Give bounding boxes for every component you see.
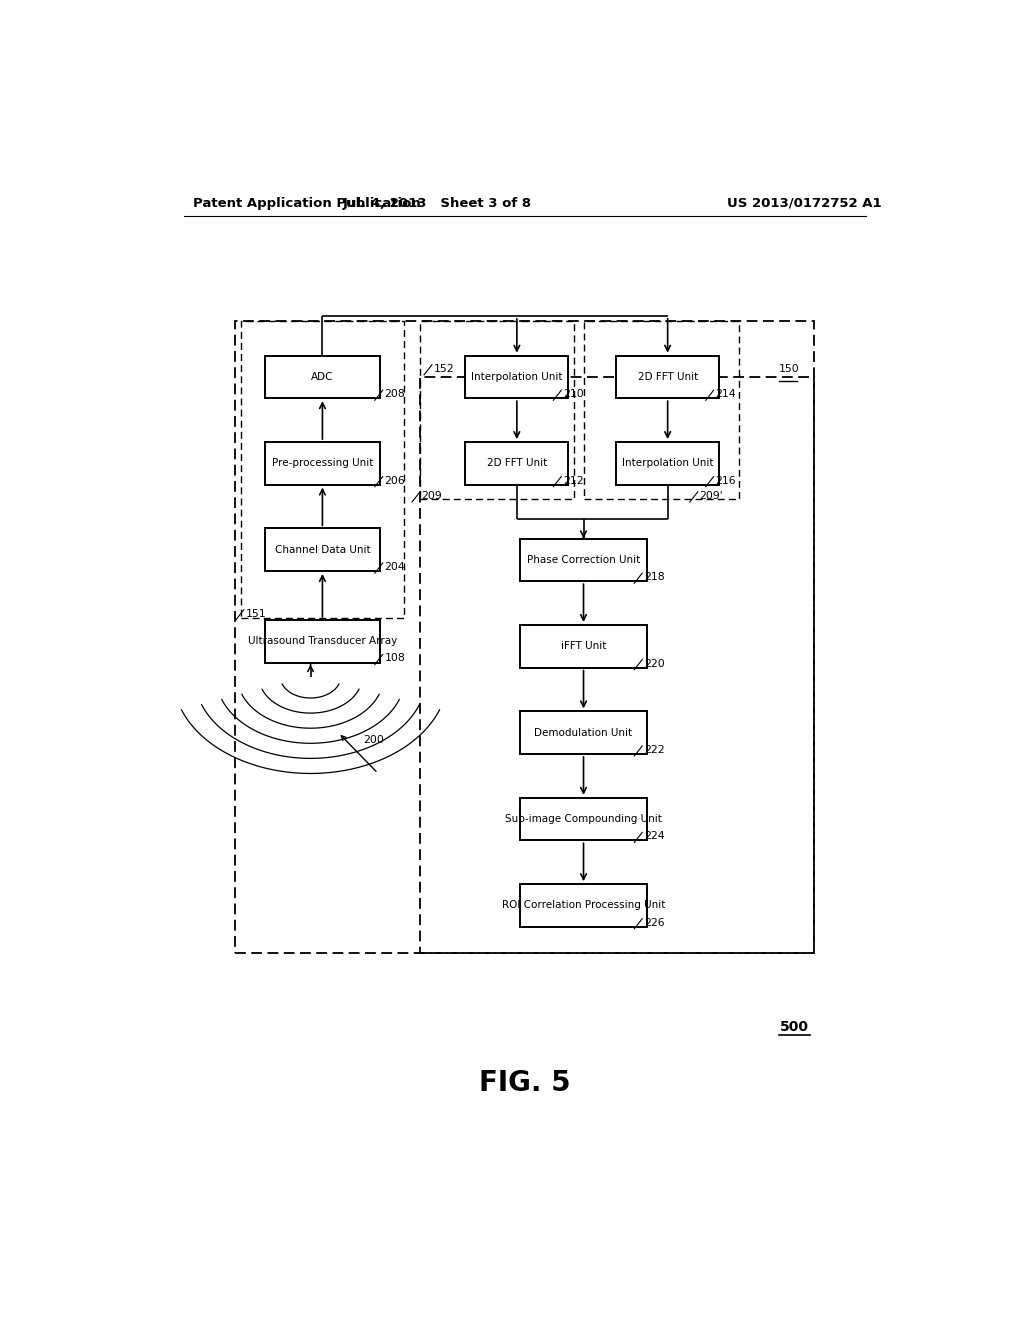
Text: 108: 108 (384, 653, 406, 664)
Bar (520, 797, 647, 841)
Text: Sub-image Compounding Unit: Sub-image Compounding Unit (505, 814, 662, 824)
Text: 212: 212 (563, 475, 584, 486)
Bar (520, 884, 647, 927)
Text: Pre-processing Unit: Pre-processing Unit (271, 458, 373, 469)
Text: 224: 224 (644, 832, 665, 841)
Text: Channel Data Unit: Channel Data Unit (274, 545, 371, 554)
Text: 210: 210 (563, 389, 584, 399)
Bar (265, 442, 380, 484)
Text: 220: 220 (644, 659, 665, 668)
Text: Patent Application Publication: Patent Application Publication (194, 197, 421, 210)
Bar (465, 442, 568, 484)
Text: Interpolation Unit: Interpolation Unit (622, 458, 714, 469)
Text: 152: 152 (433, 364, 455, 374)
Text: 218: 218 (644, 572, 665, 582)
Text: Jul. 4, 2013   Sheet 3 of 8: Jul. 4, 2013 Sheet 3 of 8 (343, 197, 532, 210)
Text: 150: 150 (778, 364, 800, 374)
Text: 214: 214 (715, 389, 736, 399)
Text: FIG. 5: FIG. 5 (479, 1069, 570, 1097)
Bar (265, 528, 380, 572)
Text: 204: 204 (384, 562, 406, 572)
Bar (616, 442, 719, 484)
Text: US 2013/0172752 A1: US 2013/0172752 A1 (727, 197, 882, 210)
Text: ADC: ADC (311, 372, 334, 381)
Text: 226: 226 (644, 917, 665, 928)
Text: 2D FFT Unit: 2D FFT Unit (638, 372, 697, 381)
Bar (585, 321, 739, 499)
Bar (520, 624, 647, 668)
Text: Interpolation Unit: Interpolation Unit (471, 372, 562, 381)
Text: 200: 200 (362, 735, 384, 744)
Text: 500: 500 (780, 1020, 809, 1035)
Text: 2D FFT Unit: 2D FFT Unit (486, 458, 547, 469)
Text: 216: 216 (715, 475, 736, 486)
Text: 151: 151 (246, 609, 266, 619)
Bar (236, 321, 814, 953)
Text: Phase Correction Unit: Phase Correction Unit (527, 554, 640, 565)
Bar (616, 355, 719, 399)
Text: ROI Correlation Processing Unit: ROI Correlation Processing Unit (502, 900, 666, 911)
Text: iFFT Unit: iFFT Unit (561, 642, 606, 651)
Bar (465, 355, 568, 399)
Bar (420, 321, 574, 499)
Text: 209': 209' (699, 491, 723, 500)
Text: 209: 209 (422, 491, 442, 500)
Text: 208: 208 (384, 389, 406, 399)
Text: 222: 222 (644, 744, 665, 755)
Text: 206: 206 (384, 475, 406, 486)
Bar (265, 355, 380, 399)
Bar (242, 321, 404, 618)
Bar (520, 711, 647, 754)
Bar (420, 378, 814, 953)
Bar (265, 620, 380, 663)
Bar (520, 539, 647, 581)
Text: Demodulation Unit: Demodulation Unit (535, 727, 633, 738)
Text: Ultrasound Transducer Array: Ultrasound Transducer Array (248, 636, 397, 647)
